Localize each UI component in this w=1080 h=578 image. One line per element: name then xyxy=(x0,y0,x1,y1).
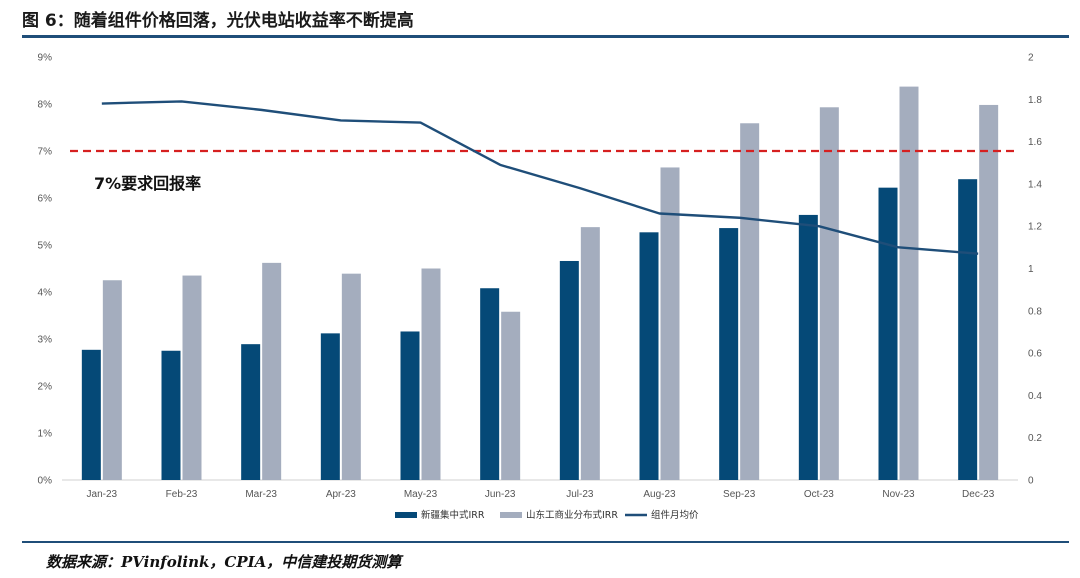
y-left-tick-label: 9% xyxy=(38,53,53,64)
bar-xinjiang-irr xyxy=(798,214,818,481)
legend-swatch-shandong xyxy=(500,512,522,518)
y-right-tick-label: 1.8 xyxy=(1028,95,1042,106)
legend-label-module-price: 组件月均价 xyxy=(651,509,699,521)
bar-shandong-irr xyxy=(262,262,282,480)
y-right-tick-label: 2 xyxy=(1028,53,1034,64)
bar-shandong-irr xyxy=(660,167,680,480)
y-left-tick-label: 6% xyxy=(38,194,53,205)
title-rule xyxy=(22,35,1069,38)
x-tick-label: Jul-23 xyxy=(566,489,594,500)
bar-shandong-irr xyxy=(341,273,361,480)
bar-xinjiang-irr xyxy=(161,350,181,480)
x-tick-label: Feb-23 xyxy=(166,489,198,500)
bar-xinjiang-irr xyxy=(878,187,898,480)
y-right-tick-label: 1 xyxy=(1028,264,1034,275)
y-left-tick-label: 3% xyxy=(38,335,53,346)
x-tick-label: Dec-23 xyxy=(962,489,995,500)
bar-xinjiang-irr xyxy=(81,349,101,480)
bar-shandong-irr xyxy=(421,268,441,480)
x-tick-label: Apr-23 xyxy=(326,489,356,500)
module-price-line xyxy=(101,100,979,255)
y-right-tick-label: 1.4 xyxy=(1028,179,1042,190)
y-left-tick-label: 2% xyxy=(38,382,53,393)
x-tick-label: Jan-23 xyxy=(87,489,118,500)
y-right-tick-label: 0.2 xyxy=(1028,433,1042,444)
x-tick-label: Sep-23 xyxy=(723,489,756,500)
y-right-tick-label: 0 xyxy=(1028,476,1034,487)
y-left-tick-label: 4% xyxy=(38,288,53,299)
y-right-tick-label: 1.6 xyxy=(1028,137,1042,148)
bar-xinjiang-irr xyxy=(320,333,340,480)
bar-xinjiang-irr xyxy=(719,228,739,480)
bar-xinjiang-irr xyxy=(400,331,420,480)
threshold-label: 7%要求回报率 xyxy=(94,174,201,193)
legend-label-xinjiang: 新疆集中式IRR xyxy=(421,509,485,521)
figure-title: 图 6：随着组件价格回落，光伏电站收益率不断提高 xyxy=(22,11,414,31)
bar-xinjiang-irr xyxy=(241,344,261,480)
legend-swatch-xinjiang xyxy=(395,512,417,518)
x-tick-label: Nov-23 xyxy=(882,489,915,500)
threshold-group: 7%要求回报率 xyxy=(70,149,1018,193)
bar-shandong-irr xyxy=(102,280,122,480)
x-tick-label: Mar-23 xyxy=(245,489,277,500)
source-rule xyxy=(22,541,1069,543)
x-tick-label: Jun-23 xyxy=(485,489,516,500)
axes: 0% 1% 2% 3% 4% 5% 6% 7% 8% 9% 0 0.2 0.4 0.6 0.8 1 1.2 1.4… xyxy=(38,53,1043,501)
bars xyxy=(81,86,999,481)
x-tick-label: Aug-23 xyxy=(643,489,676,500)
y-right-tick-label: 0.8 xyxy=(1028,306,1042,317)
legend-label-shandong: 山东工商业分布式IRR xyxy=(526,509,618,521)
y-left-tick-label: 1% xyxy=(38,429,53,440)
x-tick-label: Oct-23 xyxy=(804,489,834,500)
bar-xinjiang-irr xyxy=(639,232,659,480)
bar-shandong-irr xyxy=(819,107,839,480)
bar-xinjiang-irr xyxy=(958,179,978,480)
y-left-tick-label: 5% xyxy=(38,241,53,252)
y-right-tick-label: 0.4 xyxy=(1028,391,1042,402)
bar-shandong-irr xyxy=(899,86,919,481)
bar-shandong-irr xyxy=(740,123,760,481)
y-left-tick-label: 0% xyxy=(38,476,53,487)
bar-shandong-irr xyxy=(979,104,999,480)
y-right-tick-label: 0.6 xyxy=(1028,349,1042,360)
bar-shandong-irr xyxy=(182,275,202,480)
x-tick-label: May-23 xyxy=(404,489,438,500)
y-right-tick-label: 1.2 xyxy=(1028,222,1042,233)
bar-shandong-irr xyxy=(580,227,600,480)
chart: 0% 1% 2% 3% 4% 5% 6% 7% 8% 9% 0 0.2 0.4 0.6 0.8 1 1.2 1.4… xyxy=(38,53,1043,522)
bar-xinjiang-irr xyxy=(559,260,579,480)
price-line-group xyxy=(101,100,979,255)
source-note: 数据来源：PVinfolink，CPIA，中信建投期货测算 xyxy=(46,553,402,571)
bar-shandong-irr xyxy=(501,311,521,480)
y-left-tick-label: 7% xyxy=(38,147,53,158)
y-left-tick-label: 8% xyxy=(38,100,53,111)
bar-xinjiang-irr xyxy=(480,288,500,480)
legend: 新疆集中式IRR 山东工商业分布式IRR 组件月均价 xyxy=(395,509,699,521)
